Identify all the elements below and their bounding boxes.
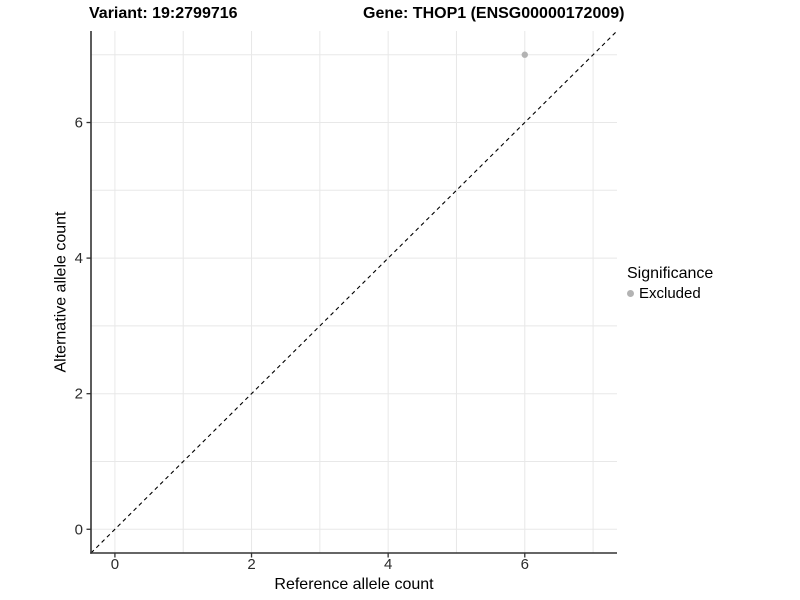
legend-item-label: Excluded xyxy=(639,285,701,302)
data-point xyxy=(521,51,528,58)
y-axis-title: Alternative allele count xyxy=(52,211,70,373)
plot-title-variant: Variant: 19:2799716 xyxy=(89,5,238,22)
x-tick-label: 0 xyxy=(111,556,119,573)
x-axis-title: Reference allele count xyxy=(274,576,434,593)
x-tick-label: 4 xyxy=(384,556,392,573)
y-tick-label: 0 xyxy=(75,521,83,538)
identity-line xyxy=(90,30,618,554)
legend-title: Significance xyxy=(627,265,714,282)
plot-title-gene: Gene: THOP1 (ENSG00000172009) xyxy=(363,5,625,22)
x-tick-label: 6 xyxy=(521,556,529,573)
y-tick-label: 4 xyxy=(75,250,83,267)
y-axis-title-wrap: Alternative allele count xyxy=(50,31,72,553)
y-tick-label: 6 xyxy=(75,115,83,132)
legend-dot-icon xyxy=(627,290,634,297)
legend-item-excluded: Excluded xyxy=(627,285,713,302)
y-tick-label: 2 xyxy=(75,386,83,403)
legend: Significance Excluded xyxy=(627,264,713,302)
x-tick-label: 2 xyxy=(247,556,255,573)
